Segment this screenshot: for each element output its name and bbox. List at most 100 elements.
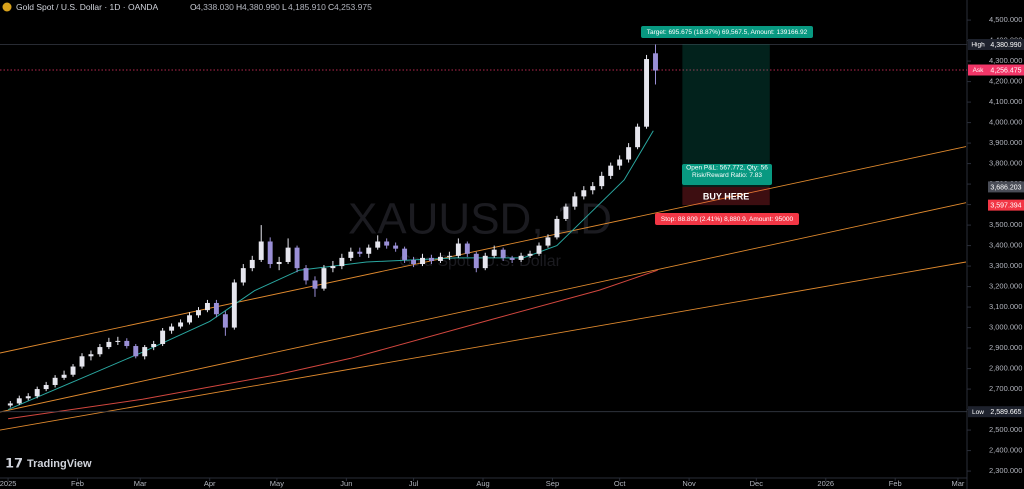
y-tick-label: 2,400.000 — [989, 446, 1022, 455]
candle-body — [402, 248, 408, 260]
candle-body — [375, 241, 381, 248]
price-tag-label: 4,256.475 — [990, 67, 1021, 74]
legend-value: 4,380.990 — [242, 2, 280, 12]
legend-key: O — [190, 2, 197, 12]
candle-body — [124, 340, 130, 347]
candle-body — [411, 259, 417, 265]
x-tick-label: Mar — [951, 479, 964, 488]
price-tag-label: 4,380.990 — [990, 42, 1021, 49]
brand-name: TradingView — [27, 458, 92, 470]
pnl-label: Open P&L: 567.772, Qty: 56 — [686, 165, 768, 172]
x-tick-label: 2025 — [0, 479, 16, 488]
candle-body — [608, 165, 614, 176]
candle-body — [500, 249, 506, 258]
legend-key: C — [328, 2, 334, 12]
risk-reward-label: Risk/Reward Ratio: 7.83 — [692, 172, 762, 179]
candle-body — [617, 159, 623, 166]
candle-body — [464, 243, 470, 254]
y-tick-label: 2,500.000 — [989, 425, 1022, 434]
price-tag-box — [988, 181, 1024, 193]
candle-body — [312, 280, 318, 289]
candle-body — [169, 326, 175, 331]
candle-body — [518, 255, 524, 260]
candle-body — [88, 354, 94, 357]
x-tick-label: Mar — [134, 479, 147, 488]
candle-body — [303, 268, 309, 281]
y-tick-label: 3,300.000 — [989, 261, 1022, 270]
candle-body — [491, 249, 497, 256]
x-tick-label: Jun — [340, 479, 352, 488]
candle-body — [276, 261, 282, 265]
candle-body — [249, 259, 255, 269]
candle-body — [357, 251, 363, 254]
legend-value: 4,185.910 — [288, 2, 326, 12]
candle-body — [393, 245, 399, 249]
candle-body — [294, 247, 300, 269]
trendline — [0, 261, 967, 431]
price-tag-name-box — [968, 406, 988, 418]
ohlc-legend: O 4,338.030 H 4,380.990 L 4,185.910 C 4,253.975 — [190, 2, 372, 12]
price-tag-label: 3,597.394 — [990, 202, 1021, 209]
candle-body — [455, 243, 461, 256]
y-tick-label: 3,200.000 — [989, 282, 1022, 291]
price-tag-box — [988, 64, 1024, 76]
candle-body — [267, 241, 273, 265]
price-tag-name: Low — [972, 409, 984, 416]
price-tag-name: Ask — [973, 67, 985, 74]
stop-label-box — [655, 213, 799, 225]
x-tick-label: Apr — [204, 479, 216, 488]
candle-body — [581, 190, 587, 197]
x-tick-label: Feb — [889, 479, 902, 488]
symbol-title: Gold Spot / U.S. Dollar · 1D · OANDA — [16, 2, 159, 12]
candle-body — [545, 237, 551, 246]
candle-body — [554, 218, 560, 238]
candle-body — [339, 257, 345, 267]
y-tick-label: 2,300.000 — [989, 466, 1022, 475]
watermark: XAUUSD, 1D — [348, 195, 612, 244]
legend-value: 4,338.030 — [196, 2, 234, 12]
y-tick-label: 4,000.000 — [989, 118, 1022, 127]
candle-body — [446, 255, 452, 257]
price-tag-name-box — [968, 38, 988, 50]
candle-body — [437, 256, 443, 261]
candle-body — [213, 302, 219, 315]
y-tick-label: 4,100.000 — [989, 97, 1022, 106]
price-tag-box — [988, 38, 1024, 50]
candle-body — [626, 147, 632, 160]
candle-body — [115, 340, 121, 342]
candle-body — [366, 247, 372, 254]
y-tick-label: 4,300.000 — [989, 56, 1022, 65]
price-tag-label: 2,589.665 — [990, 409, 1021, 416]
x-tick-label: Oct — [614, 479, 627, 488]
x-tick-label: Sep — [546, 479, 559, 488]
candle-body — [635, 126, 641, 148]
target-label: Target: 695.675 (18.87%) 69,567.5, Amoun… — [647, 29, 808, 36]
x-tick-label: Aug — [476, 479, 489, 488]
candle-body — [563, 206, 569, 219]
legend-value: 4,253.975 — [334, 2, 372, 12]
x-tick-label: Nov — [682, 479, 696, 488]
candle-body — [204, 302, 210, 311]
candle-body — [590, 186, 596, 191]
candle-body — [572, 196, 578, 207]
candle-body — [61, 374, 67, 378]
candle-body — [285, 247, 291, 262]
brand-logo: 𝟭𝟳 TradingView — [5, 455, 92, 470]
candle-body — [97, 347, 103, 355]
candle-body — [473, 253, 479, 269]
candle-body — [43, 384, 49, 390]
y-tick-label: 3,000.000 — [989, 323, 1022, 332]
candle-body — [420, 257, 425, 265]
legend-key: H — [236, 2, 242, 12]
price-tag-name: High — [971, 42, 985, 49]
brand-mark: 𝟭𝟳 — [5, 455, 23, 470]
y-tick-label: 3,100.000 — [989, 302, 1022, 311]
stop-label: Stop: 88.809 (2.41%) 8,880.9, Amount: 95… — [661, 216, 794, 223]
x-tick-label: Feb — [71, 479, 84, 488]
candle-body — [196, 310, 201, 316]
y-tick-label: 4,500.000 — [989, 15, 1022, 24]
candle-body — [106, 341, 112, 348]
x-tick-label: 2026 — [817, 479, 834, 488]
candle-body — [527, 253, 533, 256]
